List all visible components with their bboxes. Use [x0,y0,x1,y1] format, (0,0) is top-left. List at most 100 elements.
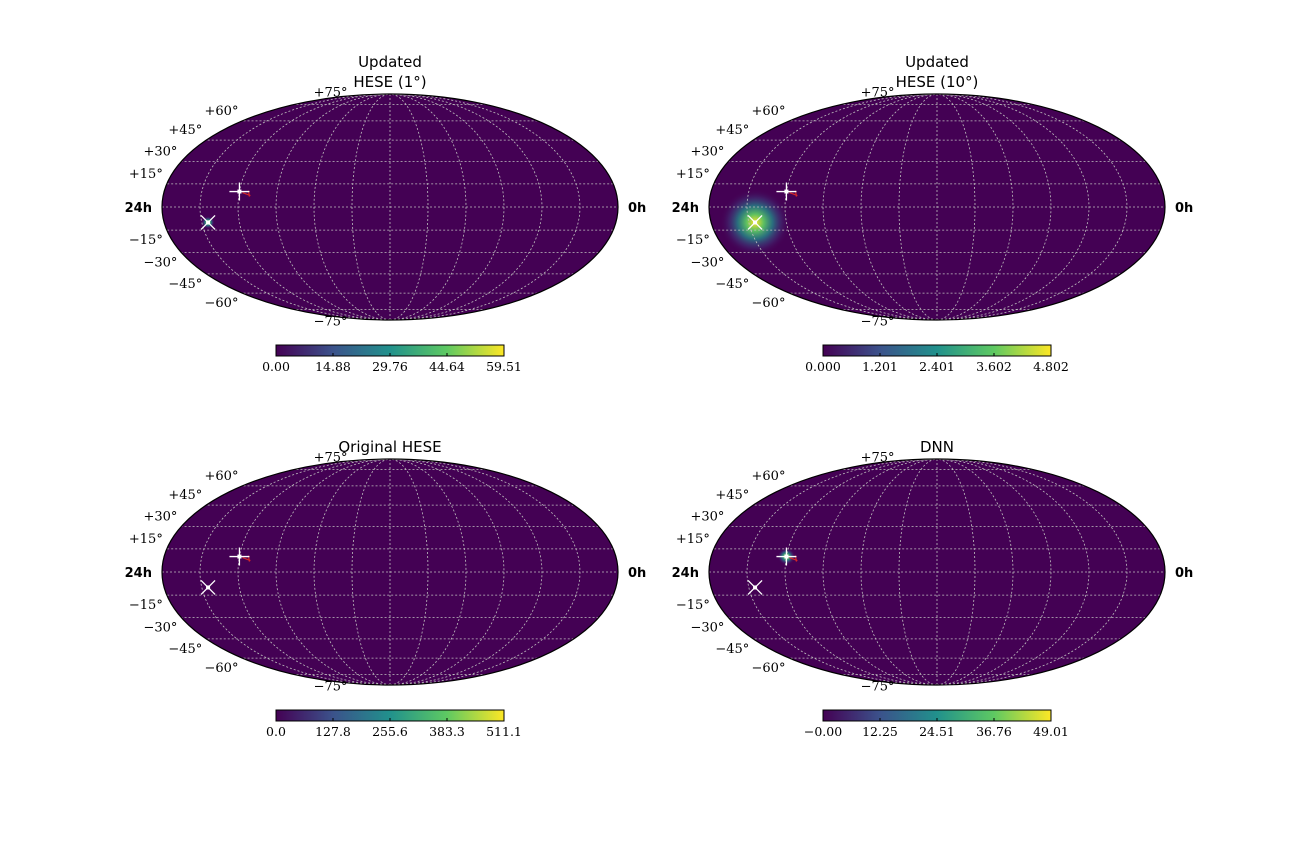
dec-label: −15° [129,233,163,248]
grid-meridian [389,94,429,320]
graticule [162,459,618,685]
skymap-panel-1: Updated HESE (1°) 24h 0h +75° +60°+45° +30° +15… [125,53,647,374]
colorbar-tick-label: 2.401 [919,359,955,374]
dec-label: −30° [690,256,724,271]
grid-meridian [936,94,976,320]
grid-meridian [389,459,429,685]
grid-meridian [275,459,391,685]
panel-title: Original HESE [338,438,441,456]
colorbar-tick-label: 24.51 [919,724,955,739]
ra-label-left: 24h [672,566,699,581]
skymap-panel-3: Original HESE 24h 0h +75° +60°+45° +30° +15° −1… [125,438,647,739]
dec-label: +60° [205,104,239,119]
dec-label: +60° [752,104,786,119]
grid-meridian [313,459,391,685]
marker-plus [229,547,251,566]
colorbar-tick-label: 29.76 [372,359,408,374]
colorbar-tick-label: 0.00 [262,359,290,374]
colorbar-tick-label: 44.64 [429,359,465,374]
colorbar-tick-label: 12.25 [862,724,898,739]
grid-meridian [898,94,938,320]
ra-label-right: 0h [628,201,646,216]
grid-meridian [936,459,1052,685]
dec-label: −45° [715,277,749,292]
dec-label: +15° [676,532,710,547]
grid-meridian [746,459,938,685]
colorbar-tick-label: 1.201 [862,359,898,374]
dec-label: +30° [690,144,724,159]
dec-label: +60° [752,469,786,484]
dec-label: +75° [314,451,348,466]
graticule [709,459,1165,685]
dec-label: +45° [168,123,202,138]
grid-meridian [936,94,1052,320]
grid-meridian [389,94,467,320]
ra-label-right: 0h [628,566,646,581]
dec-label: +30° [143,144,177,159]
colorbar-tick-label: 49.01 [1033,724,1069,739]
panel-title: Updated [905,53,969,71]
grid-meridian [389,459,467,685]
marker-plus [776,547,798,566]
dec-label: +15° [129,167,163,182]
grid-meridian [389,459,581,685]
dec-label: −45° [168,277,202,292]
panel-title: HESE (10°) [896,73,979,91]
sky-outline [161,93,619,321]
dec-label: −75° [314,679,348,694]
dec-label: +15° [129,532,163,547]
dec-label: −60° [752,661,786,676]
grid-meridian [199,459,391,685]
grid-meridian [860,94,938,320]
dec-label: −15° [676,233,710,248]
colorbar-tick-label: 14.88 [315,359,351,374]
grid-meridian [275,94,391,320]
dec-label: −75° [314,314,348,329]
panel-title: Updated [358,53,422,71]
dec-label: +45° [715,123,749,138]
colorbar-tick-label: 59.51 [486,359,522,374]
dec-label: +75° [314,86,348,101]
grid-meridian [860,459,938,685]
dec-label: −45° [168,642,202,657]
dec-label: −60° [205,661,239,676]
grid-meridian [389,94,543,320]
grid-meridian [389,94,505,320]
ra-label-left: 24h [125,566,152,581]
grid-meridian [237,94,391,320]
ra-label-right: 0h [1175,566,1193,581]
dec-label: +60° [205,469,239,484]
grid-meridian [784,459,938,685]
ra-label-left: 24h [672,201,699,216]
grid-meridian [351,94,391,320]
dec-label: −45° [715,642,749,657]
ra-label-right: 0h [1175,201,1193,216]
graticule [709,94,1165,320]
marker-x [200,580,216,595]
panel-title: DNN [920,438,954,456]
grid-meridian [936,459,1128,685]
ra-label-left: 24h [125,201,152,216]
colorbar-tick-label: 127.8 [315,724,351,739]
colorbar-tick-label: 0.000 [805,359,841,374]
marker-x [200,215,216,230]
grid-meridian [822,459,938,685]
marker-x [747,580,763,595]
dec-label: −60° [752,296,786,311]
colorbar-tick-label: 36.76 [976,724,1012,739]
panel-title: HESE (1°) [353,73,426,91]
grid-meridian [936,459,1014,685]
grid-meridian [351,459,391,685]
dec-label: +45° [168,488,202,503]
colorbar-tick-label: 383.3 [429,724,465,739]
marker-plus [776,182,798,201]
dec-label: +75° [861,86,895,101]
grid-meridian [237,459,391,685]
dec-label: −15° [676,598,710,613]
dec-label: −75° [861,314,895,329]
dec-label: −30° [143,621,177,636]
grid-meridian [936,94,1014,320]
dec-label: +45° [715,488,749,503]
grid-meridian [389,459,505,685]
